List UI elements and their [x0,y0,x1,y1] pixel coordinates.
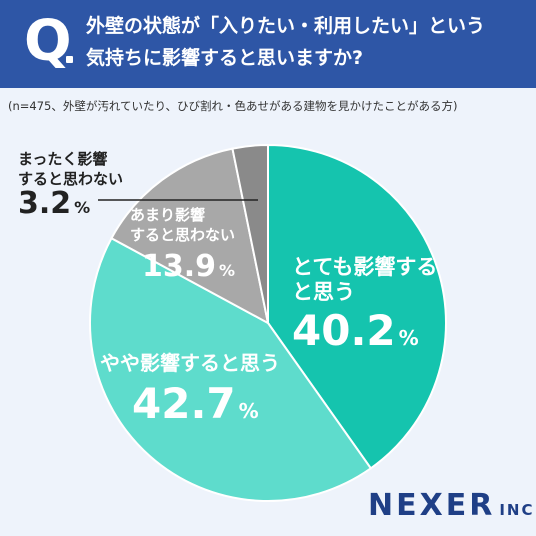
label-not-much-line-2: すると思わない [130,226,235,244]
logo-sub-text: INC. [499,501,536,519]
logo-main-text: NEXER [368,488,496,523]
sample-note: (n=475、外壁が汚れていたり、ひび割れ・色あせがある建物を見かけたことがある… [8,99,458,113]
value-very-much: 40.2% [292,306,419,355]
value-not-at-all-unit: % [74,198,90,217]
value-somewhat-number: 42.7 [132,379,236,428]
label-not-at-all-line-1: まったく影響 [18,150,107,168]
slice-not-much [110,147,270,325]
value-very-much-unit: % [399,326,419,350]
question-line-2: 気持ちに影響すると思いますか? [86,47,364,69]
label-somewhat-line-1: やや影響すると思う [100,351,280,375]
label-not-much-line-1: あまり影響 [130,206,205,224]
value-very-much-number: 40.2 [292,306,396,355]
question-mark: Q [24,9,72,74]
value-not-at-all-number: 3.2 [18,186,71,221]
slice-not-at-all [231,143,269,324]
question-header: Q 外壁の状態が「入りたい・利用したい」という 気持ちに影響すると思いますか? [0,0,536,88]
slice-very-much [267,143,447,470]
value-not-much-number: 13.9 [142,249,216,284]
value-not-at-all: 3.2% [18,186,90,221]
value-somewhat-unit: % [239,399,259,423]
question-line-1: 外壁の状態が「入りたい・利用したい」という [86,15,486,37]
label-not-at-all-line-2: すると思わない [18,170,123,188]
question-mark-dot [66,56,73,63]
slice-somewhat [89,236,373,502]
label-very-much-line-1: とても影響する [292,255,437,279]
value-somewhat: 42.7% [132,379,259,428]
value-not-much: 13.9% [142,249,235,284]
value-not-much-unit: % [219,261,235,280]
question-text: 外壁の状態が「入りたい・利用したい」という 気持ちに影響すると思いますか? [86,10,526,74]
pie-slices [89,143,447,502]
label-very-much-line-2: と思う [292,280,355,304]
